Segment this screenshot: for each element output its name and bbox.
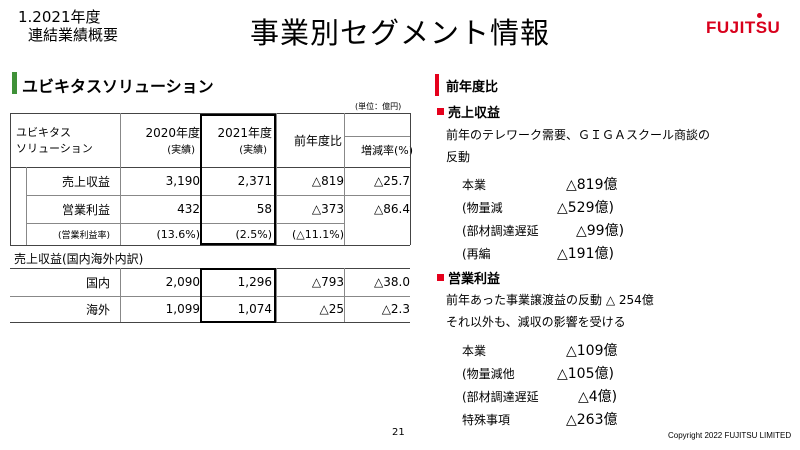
profit-title: 営業利益 xyxy=(448,272,501,287)
revenue-item-label: (物量減 xyxy=(462,201,503,215)
cell-2021: 1,296 xyxy=(237,275,272,289)
breakdown-col-divider xyxy=(276,268,277,322)
col-rate-header: 増減率(%) xyxy=(360,144,414,157)
profit-item-value: △263億 xyxy=(566,412,618,428)
cell-yoy: △25 xyxy=(319,302,345,316)
row-label: 国内 xyxy=(85,275,110,290)
table-row-divider xyxy=(26,223,344,224)
col-2021-header: 2021年度 (実績) xyxy=(210,113,282,167)
col-2020-header: 2020年度 (実績) xyxy=(120,113,210,167)
table-header-row: ユビキタス ソリューション 2020年度 (実績) 2021年度 (実績) 前年… xyxy=(10,113,420,167)
table-col-divider xyxy=(276,113,277,245)
revenue-item-value: △819億 xyxy=(566,177,618,193)
revenue-item-value: △99億) xyxy=(576,223,625,239)
unit-note: (単位：億円) xyxy=(355,102,402,111)
bullet-square xyxy=(437,274,444,281)
cell-rate: △25.7 xyxy=(374,174,410,188)
profit-item-value: △4億) xyxy=(578,389,618,405)
right-accent-bar xyxy=(435,74,439,96)
cell-2021: (2.5%) xyxy=(235,227,272,241)
row-label: 海外 xyxy=(85,302,110,317)
revenue-desc-line2: 反動 xyxy=(446,150,471,164)
cell-yoy: △373 xyxy=(311,202,344,216)
corner-label: ユビキタス ソリューション xyxy=(10,113,120,167)
row-label: 売上収益 xyxy=(61,174,110,189)
col-2020-sublabel: (実績) xyxy=(167,145,195,156)
cell-2020: 3,190 xyxy=(165,174,200,188)
cell-rate: △86.4 xyxy=(374,202,410,216)
profit-item-value: △109億 xyxy=(566,343,618,359)
revenue-item-label: (部材調達遅延 xyxy=(462,224,539,238)
revenue-title: 売上収益 xyxy=(448,106,501,121)
logo-infinity-mark xyxy=(757,13,762,18)
cell-2021: 58 xyxy=(256,202,272,216)
section-accent-bar xyxy=(12,72,17,94)
profit-item-label: (部材調達遅延 xyxy=(462,390,539,404)
revenue-item-value: △191億) xyxy=(557,246,614,262)
profit-item-label: 特殊事項 xyxy=(462,413,511,427)
cell-yoy: △793 xyxy=(311,275,344,289)
highlight-2021-column xyxy=(200,114,276,245)
table-col-divider xyxy=(344,113,345,245)
table-row: 売上収益 3,190 2,371 △819 △25.7 xyxy=(10,167,420,195)
bullet-square xyxy=(437,108,444,115)
col-2021-sublabel: (実績) xyxy=(239,145,267,156)
profit-item-label: (物量減他 xyxy=(462,367,515,381)
copyright-text: Copyright 2022 FUJITSU LIMITED xyxy=(668,431,792,440)
table-row: (営業利益率) (13.6%) (2.5%) (△11.1%) xyxy=(10,223,420,245)
cell-2020: (13.6%) xyxy=(156,227,200,241)
section-number: 1.2021年度 xyxy=(18,8,101,26)
corner-label-line2: ソリューション xyxy=(16,142,93,155)
table-row: 国内 2,090 1,296 △793 △38.0 xyxy=(10,268,420,296)
row-label: 営業利益 xyxy=(61,202,110,217)
col-yoy-header: 前年度比 xyxy=(293,133,342,148)
page-title: 事業別セグメント情報 xyxy=(249,16,550,50)
revenue-item-label: 本業 xyxy=(462,178,487,192)
profit-desc-line1: 前年あった事業譲渡益の反動 △ 254億 xyxy=(446,293,654,307)
row-label: (営業利益率) xyxy=(57,230,110,241)
col-2021-label: 2021年度 xyxy=(217,126,272,140)
profit-item-label: 本業 xyxy=(462,344,487,358)
table-border-header-bottom xyxy=(10,167,410,168)
table-border-top xyxy=(10,113,410,114)
revenue-desc-line1: 前年のテレワーク需要、ＧＩＧＡスクール商談の xyxy=(446,128,711,142)
section-header: 1.2021年度 連結業績概要 xyxy=(18,8,118,44)
corner-label-line1: ユビキタス xyxy=(16,126,71,139)
cell-yoy: △819 xyxy=(311,174,344,188)
col-2020-label: 2020年度 xyxy=(145,126,200,140)
table-border-bottom xyxy=(10,245,410,246)
revenue-item-value: △529億) xyxy=(557,200,614,216)
right-heading: 前年度比 xyxy=(446,80,499,95)
cell-2020: 432 xyxy=(177,202,200,216)
cell-2021: 1,074 xyxy=(237,302,272,316)
cell-2020: 2,090 xyxy=(165,275,200,289)
page-number: 21 xyxy=(392,427,405,438)
section-title: ユビキタスソリューション xyxy=(22,77,214,96)
revenue-item-label: (再編 xyxy=(462,247,491,261)
breakdown-row-divider xyxy=(10,296,410,297)
section-name: 連結業績概要 xyxy=(28,26,119,44)
cell-yoy: (△11.1%) xyxy=(292,227,344,241)
table-indent-line xyxy=(26,167,27,245)
table-col-divider xyxy=(120,113,121,245)
table-row: 海外 1,099 1,074 △25 △2.3 xyxy=(10,296,420,322)
table-border-right xyxy=(410,113,411,245)
highlight-2021-breakdown xyxy=(200,268,276,323)
breakdown-col-divider xyxy=(344,268,345,322)
breakdown-col-divider xyxy=(120,268,121,322)
fujitsu-logo: FUJITSU xyxy=(706,18,781,37)
table-border-left xyxy=(10,113,11,245)
cell-2020: 1,099 xyxy=(165,302,200,316)
table-row-divider xyxy=(26,195,410,196)
cell-rate: △2.3 xyxy=(381,302,410,316)
cell-rate: △38.0 xyxy=(374,275,410,289)
table-rate-header-line xyxy=(344,136,410,137)
breakdown-label: 売上収益(国内海外内訳) xyxy=(14,252,144,266)
table-row: 営業利益 432 58 △373 △86.4 xyxy=(10,195,420,223)
profit-desc-line2: それ以外も、減収の影響を受ける xyxy=(446,315,626,329)
cell-2021: 2,371 xyxy=(237,174,272,188)
profit-item-value: △105億) xyxy=(557,366,614,382)
